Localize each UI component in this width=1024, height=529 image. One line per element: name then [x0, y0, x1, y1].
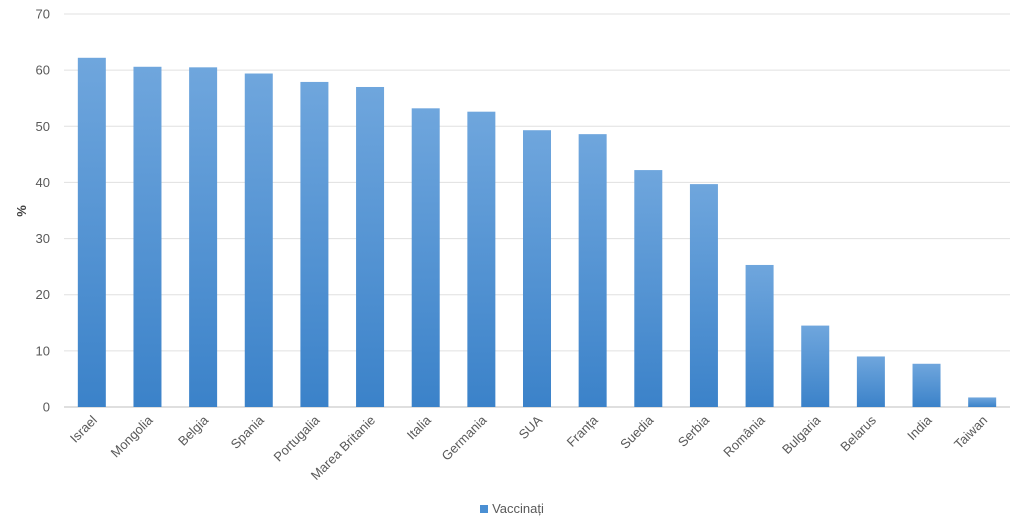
y-tick-label: 10 [36, 343, 50, 358]
y-tick-label: 0 [43, 400, 50, 415]
x-tick-label: Portugalia [271, 412, 324, 465]
x-tick-label: Germania [439, 412, 491, 464]
x-tick-label: România [720, 412, 768, 460]
bar [578, 134, 607, 407]
bar [689, 184, 718, 407]
y-axis-label: % [14, 205, 29, 217]
x-tick-label: Belgia [175, 412, 212, 449]
legend-swatch [480, 504, 489, 513]
x-tick-label: Franța [564, 412, 602, 450]
bar [968, 397, 997, 407]
bar [745, 264, 774, 407]
bar [411, 108, 440, 407]
y-tick-label: 50 [36, 119, 50, 134]
y-axis-ticks: 0 10 20 30 40 50 60 70 [36, 7, 50, 415]
x-tick-label: Israel [67, 412, 100, 445]
y-tick-label: 70 [36, 7, 50, 22]
bars [77, 57, 997, 408]
bar [856, 356, 885, 407]
bar [300, 81, 329, 407]
x-tick-label: Suedia [617, 412, 657, 452]
bar [912, 363, 941, 407]
bar [467, 111, 496, 407]
bar [523, 130, 551, 408]
bar [133, 66, 162, 407]
y-tick-label: 20 [36, 287, 50, 302]
bar [244, 73, 273, 408]
x-tick-label: Bulgaria [779, 412, 824, 457]
x-axis-labels: Israel Mongolia Belgia Spania PortugaliaMare… [67, 412, 990, 483]
x-tick-label: Spania [228, 412, 268, 452]
legend-label: Vaccinați [492, 501, 544, 517]
x-tick-label: Serbia [675, 412, 713, 450]
x-tick-label: Taiwan [951, 413, 990, 452]
x-tick-label: India [904, 412, 935, 443]
bar [189, 67, 218, 407]
bar [634, 170, 663, 407]
legend: Vaccinați [0, 500, 1024, 516]
bar [77, 57, 106, 407]
bar [801, 325, 830, 407]
x-tick-label: Italia [404, 412, 435, 443]
y-tick-label: 40 [36, 175, 50, 190]
x-tick-label: SUA [516, 412, 546, 442]
y-tick-label: 30 [36, 231, 50, 246]
y-tick-label: 60 [36, 63, 50, 78]
x-tick-label: Mongolia [108, 412, 156, 460]
bar [356, 86, 385, 407]
x-tick-label: Belarus [837, 412, 879, 454]
